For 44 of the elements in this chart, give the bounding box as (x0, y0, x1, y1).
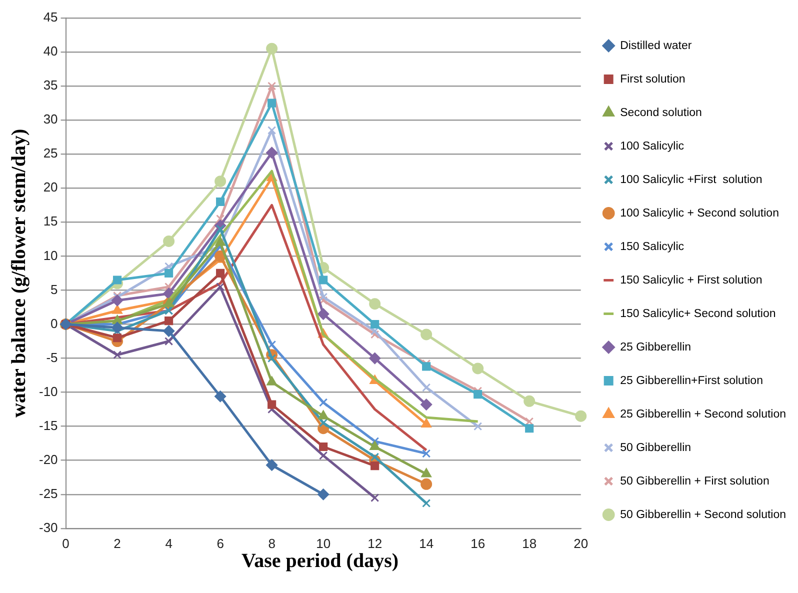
legend-label: First solution (620, 73, 686, 86)
legend-label: 100 Salicylic (620, 140, 684, 152)
legend-label: Second solution (620, 106, 702, 119)
y-tick-label: 15 (43, 214, 58, 229)
legend-label: 100 Salicylic +First solution (620, 174, 762, 186)
y-tick-label: -20 (38, 452, 58, 467)
legend-label: 50 Gibberellin + Second solution (620, 508, 786, 521)
x-tick-label: 2 (114, 536, 121, 551)
y-tick-label: -15 (38, 418, 58, 433)
legend-label: 50 Gibberellin (620, 442, 692, 454)
y-tick-label: -30 (38, 520, 58, 535)
legend-label: 50 Gibberellin + First solution (620, 475, 770, 488)
y-tick-label: 20 (43, 180, 58, 195)
y-tick-label: 25 (43, 146, 58, 161)
y-tick-label: 5 (50, 282, 58, 297)
y-tick-label: 0 (50, 316, 58, 331)
legend-label: 100 Salicylic + Second solution (620, 207, 779, 220)
x-axis-title: Vase period (days) (240, 550, 400, 573)
y-tick-label: 10 (43, 248, 58, 263)
legend-label: 150 Salicylic (620, 240, 684, 253)
x-tick-label: 16 (470, 536, 486, 551)
x-tick-label: 4 (165, 536, 172, 551)
x-tick-label: 6 (216, 536, 224, 551)
legend-label: 150 Salicylic+ Second solution (620, 308, 776, 320)
x-tick-label: 14 (419, 536, 434, 551)
legend-label: 25 Gibberellin+First solution (620, 374, 763, 387)
y-tick-label: -25 (38, 486, 58, 501)
legend-label: 150 Salicylic + First solution (620, 274, 762, 286)
x-tick-label: 10 (316, 536, 331, 551)
legend-label: 25 Gibberellin (620, 341, 692, 354)
x-tick-label: 18 (522, 536, 537, 551)
x-tick-label: 20 (574, 536, 588, 551)
y-tick-label: 40 (43, 44, 58, 59)
y-axis-title: water balance (g/flower stem/day) (8, 128, 30, 418)
y-tick-label: -5 (46, 350, 58, 365)
y-tick-label: 30 (43, 112, 58, 127)
x-tick-label: 0 (62, 536, 70, 551)
x-tick-label: 8 (268, 536, 276, 551)
y-tick-label: 45 (43, 10, 58, 25)
legend-label: 25 Gibberellin + Second solution (620, 408, 786, 420)
y-tick-label: 35 (43, 78, 58, 93)
legend-label: Distilled water (620, 40, 692, 52)
x-tick-label: 12 (368, 536, 382, 551)
y-tick-label: -10 (38, 384, 58, 399)
